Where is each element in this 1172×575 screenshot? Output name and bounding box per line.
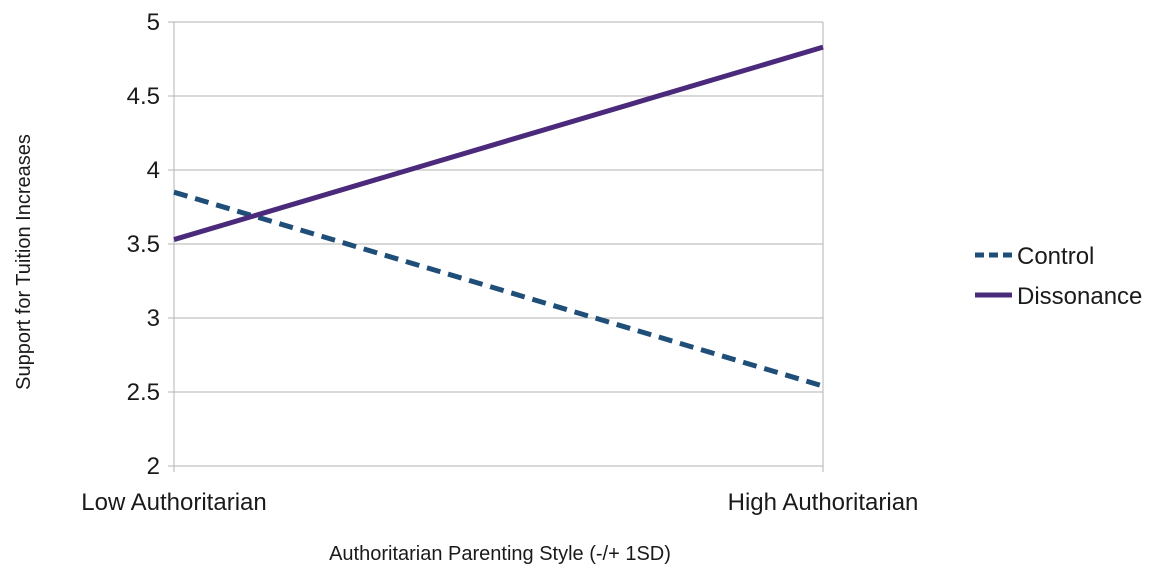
y-axis-label: Support for Tuition Increases: [13, 134, 35, 390]
y-tick-label: 2: [147, 453, 160, 480]
x-tick-labels: Low Authoritarian High Authoritarian: [81, 489, 918, 516]
y-tick-label: 4.5: [127, 83, 160, 110]
legend: Control Dissonance: [975, 243, 1142, 310]
legend-label-control: Control: [1017, 243, 1094, 270]
y-tick-label: 3.5: [127, 231, 160, 258]
y-tick-labels: 2 2.5 3 3.5 4 4.5 5: [127, 9, 160, 480]
gridlines: [168, 21, 823, 467]
y-tick-label: 2.5: [127, 379, 160, 406]
x-tick-label: Low Authoritarian: [81, 489, 266, 516]
y-tick-label: 3: [147, 305, 160, 332]
series-line-dissonance: [173, 44, 824, 242]
series-lines: [173, 44, 824, 389]
y-tick-label: 4: [147, 157, 160, 184]
axes: [173, 22, 824, 472]
x-tick-label: High Authoritarian: [728, 489, 919, 516]
x-axis-label: Authoritarian Parenting Style (-/+ 1SD): [329, 543, 671, 565]
legend-label-dissonance: Dissonance: [1017, 283, 1142, 310]
y-tick-label: 5: [147, 9, 160, 36]
series-line-control: [173, 189, 824, 389]
